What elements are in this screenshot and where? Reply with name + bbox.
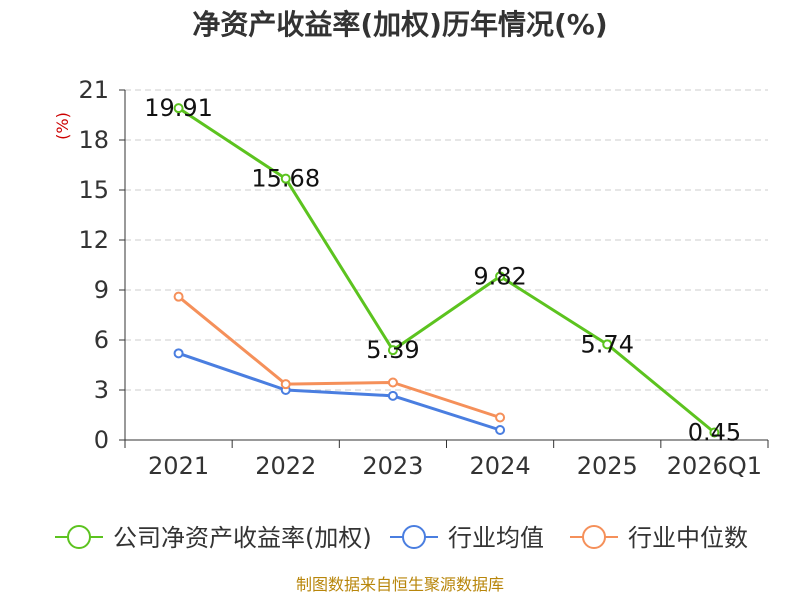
series-line-3	[177, 295, 501, 419]
y-tick-label: 9	[94, 276, 109, 304]
y-axis-label: (%)	[53, 112, 72, 140]
chart-title: 净资产收益率(加权)历年情况(%)	[192, 8, 607, 41]
data-point	[495, 425, 506, 435]
series-lines	[173, 103, 720, 438]
data-point	[173, 348, 184, 359]
data-point	[602, 339, 613, 350]
x-tick-label: 2023	[362, 452, 423, 480]
legend-label: 公司净资产收益率(加权)	[113, 524, 372, 552]
data-label: 5.39	[366, 336, 419, 364]
data-label: 0.45	[688, 419, 741, 447]
data-point	[387, 390, 398, 401]
data-point	[280, 173, 291, 184]
data-labels: 19.91 15.68 5.39 9.82 5.74 0.45	[144, 94, 741, 446]
legend-label: 行业均值	[448, 524, 544, 552]
y-tick-label: 3	[94, 376, 109, 404]
legend-marker	[67, 525, 91, 549]
legend-marker	[582, 525, 606, 549]
legend-item-3[interactable]: 行业中位数	[570, 524, 748, 552]
legend-label: 行业中位数	[628, 524, 748, 552]
series-line-1	[177, 106, 716, 434]
source-note: 制图数据来自恒生聚源数据库	[296, 575, 504, 594]
data-label: 19.91	[144, 94, 213, 122]
data-label: 9.82	[473, 262, 526, 290]
series-line-2	[178, 351, 501, 432]
data-label: 15.68	[251, 165, 320, 193]
y-tick-label: 0	[94, 426, 109, 454]
x-tick-label: 2022	[255, 452, 316, 480]
legend-marker	[402, 525, 426, 549]
y-tick-label: 18	[78, 126, 109, 154]
legend-item-2[interactable]: 行业均值	[390, 524, 544, 552]
y-tick-label: 21	[78, 76, 109, 104]
legend[interactable]: 公司净资产收益率(加权) 行业均值 行业中位数	[55, 524, 748, 552]
data-point	[495, 412, 506, 423]
y-tick-label: 6	[94, 326, 109, 354]
legend-item-1[interactable]: 公司净资产收益率(加权)	[55, 524, 372, 552]
data-label: 5.74	[581, 330, 634, 358]
data-point	[173, 291, 184, 302]
grid-lines	[125, 89, 768, 391]
data-point	[709, 427, 720, 438]
data-point	[173, 103, 184, 114]
x-tick-label: 2024	[470, 452, 531, 480]
y-tick-label: 15	[78, 176, 109, 204]
axes: 0 3 6 9 12 15 18 21 2021 2022 2023 2024 2025 2026Q1	[78, 76, 769, 480]
data-point	[387, 377, 398, 388]
data-point	[387, 345, 398, 356]
data-point	[495, 271, 506, 282]
y-tick-label: 12	[78, 226, 109, 254]
data-point	[280, 379, 291, 390]
x-tick-label: 2026Q1	[667, 452, 762, 480]
x-tick-label: 2025	[577, 452, 638, 480]
x-tick-label: 2021	[148, 452, 209, 480]
